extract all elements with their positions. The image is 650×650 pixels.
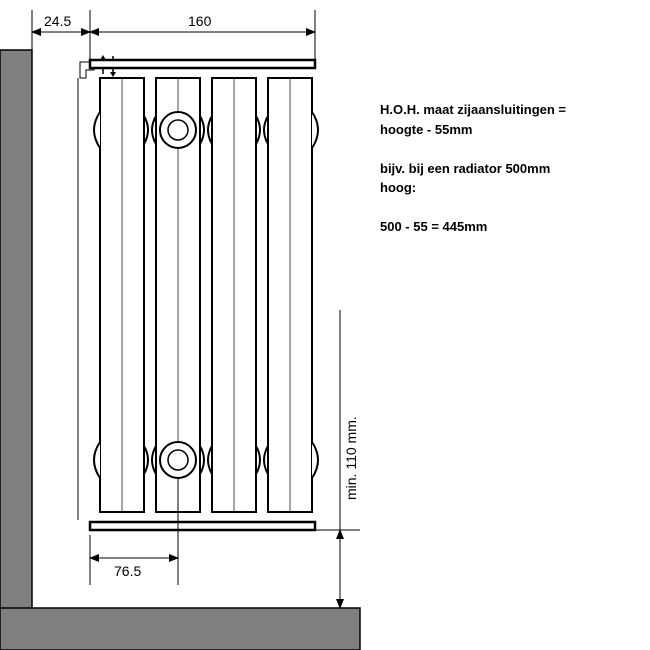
- dim-bottom-offset: 76.5: [114, 563, 141, 579]
- annotation-line-5: [380, 198, 630, 218]
- top-dimensions: 24.5 160: [32, 10, 315, 60]
- annotation-line-3: bijv. bij een radiator 500mm: [380, 159, 630, 179]
- technical-diagram: 24.5 160: [0, 0, 650, 650]
- annotation-line-4: hoog:: [380, 178, 630, 198]
- annotation-line-2: [380, 139, 630, 159]
- dim-top-offset: 24.5: [44, 13, 71, 29]
- dim-top-width: 160: [188, 13, 212, 29]
- radiator: [78, 55, 318, 530]
- dim-right-gap: min. 110 mm.: [343, 416, 359, 500]
- right-gap-dimension: min. 110 mm.: [315, 310, 360, 608]
- annotation-line-6: 500 - 55 = 445mm: [380, 217, 630, 237]
- annotation-line-0: H.O.H. maat zijaansluitingen =: [380, 100, 630, 120]
- annotation-block: H.O.H. maat zijaansluitingen = hoogte - …: [380, 100, 630, 237]
- annotation-line-1: hoogte - 55mm: [380, 120, 630, 140]
